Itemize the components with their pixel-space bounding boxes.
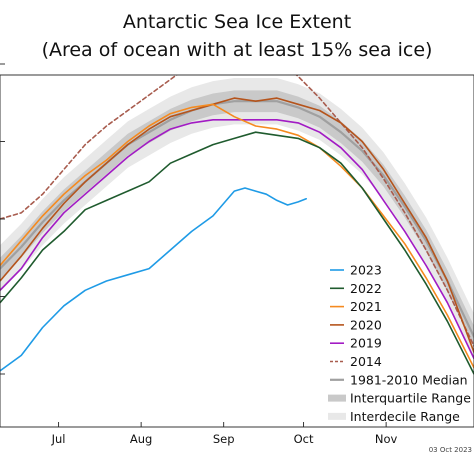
- legend-label: 2022: [350, 281, 382, 296]
- x-tick-label: Oct: [294, 432, 314, 446]
- legend-label: 2023: [350, 263, 382, 278]
- legend-label: 2019: [350, 336, 382, 351]
- legend-label: 2020: [350, 317, 382, 332]
- x-tick-label: Nov: [375, 432, 398, 446]
- legend-label: Interdecile Range: [350, 409, 460, 424]
- chart-subtitle: (Area of ocean with at least 15% sea ice…: [42, 39, 433, 61]
- x-tick-label: Sep: [213, 432, 235, 446]
- x-tick-label: Aug: [130, 432, 152, 446]
- legend-label: 1981-2010 Median: [350, 372, 468, 387]
- x-tick-label: Jul: [51, 432, 66, 446]
- chart-title: Antarctic Sea Ice Extent: [123, 11, 351, 33]
- footer-date: 03 Oct 2023: [429, 446, 472, 454]
- legend-label: 2014: [350, 354, 382, 369]
- legend-label: 2021: [350, 299, 382, 314]
- legend-label: Interquartile Range: [350, 391, 471, 406]
